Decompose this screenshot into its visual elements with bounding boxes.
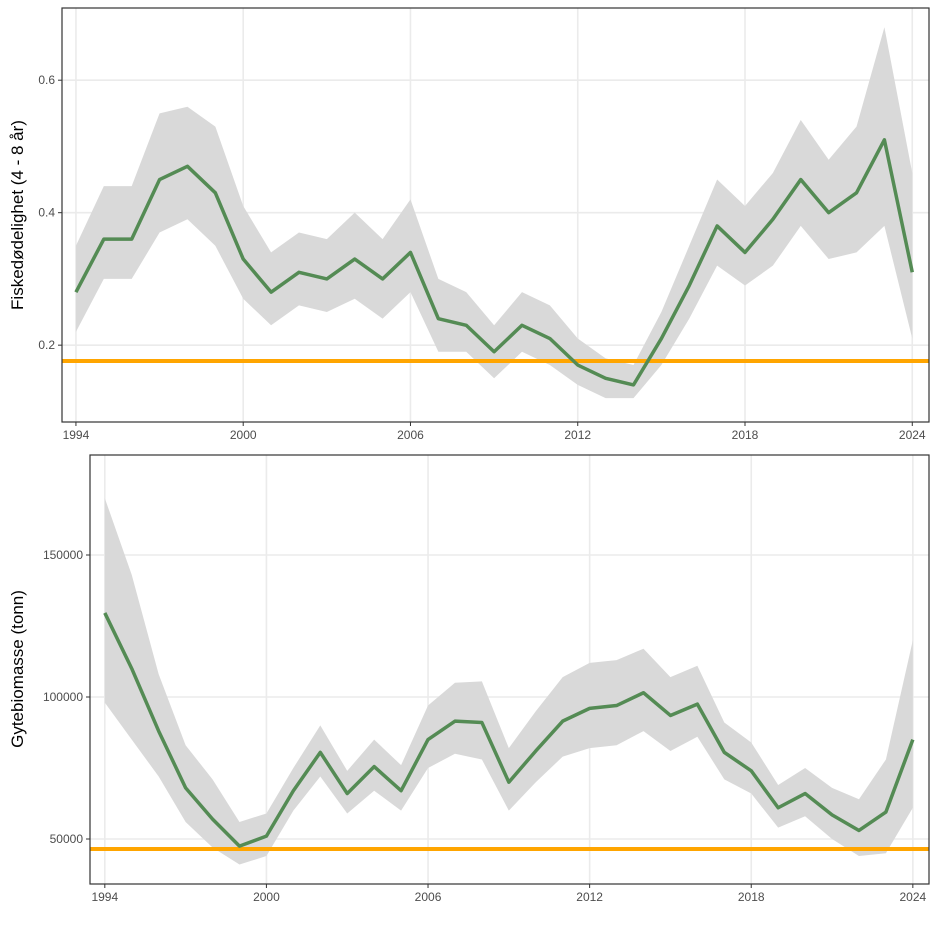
x-tick-label: 2000	[230, 428, 257, 442]
y-axis-label: Fiskedødelighet (4 - 8 år)	[8, 120, 27, 310]
spawning-biomass-panel: Gytebiomasse (tonn) 1994 2000 2006 2012 2018…	[8, 455, 929, 904]
y-tick-label: 150000	[43, 548, 83, 562]
x-tick-label: 2018	[732, 428, 759, 442]
y-axis-label: Gytebiomasse (tonn)	[8, 590, 27, 748]
x-tick-label: 2024	[899, 890, 926, 904]
x-tick-label: 1994	[91, 890, 118, 904]
x-tick-label: 2006	[397, 428, 424, 442]
y-tick-label: 100000	[43, 690, 83, 704]
x-tick-label: 2000	[253, 890, 280, 904]
x-tick-label: 2012	[576, 890, 603, 904]
fishing-mortality-panel: Fiskedødelighet (4 - 8 år) 1994 2000 2006 2…	[8, 8, 929, 442]
x-tick-label: 1994	[63, 428, 90, 442]
x-tick-label: 2012	[564, 428, 591, 442]
y-tick-label: 0.6	[38, 73, 55, 87]
x-tick-label: 2006	[415, 890, 442, 904]
y-tick-label: 50000	[50, 832, 84, 846]
y-tick-label: 0.4	[38, 206, 55, 220]
x-tick-label: 2024	[899, 428, 926, 442]
y-tick-label: 0.2	[38, 338, 55, 352]
x-tick-label: 2018	[738, 890, 765, 904]
